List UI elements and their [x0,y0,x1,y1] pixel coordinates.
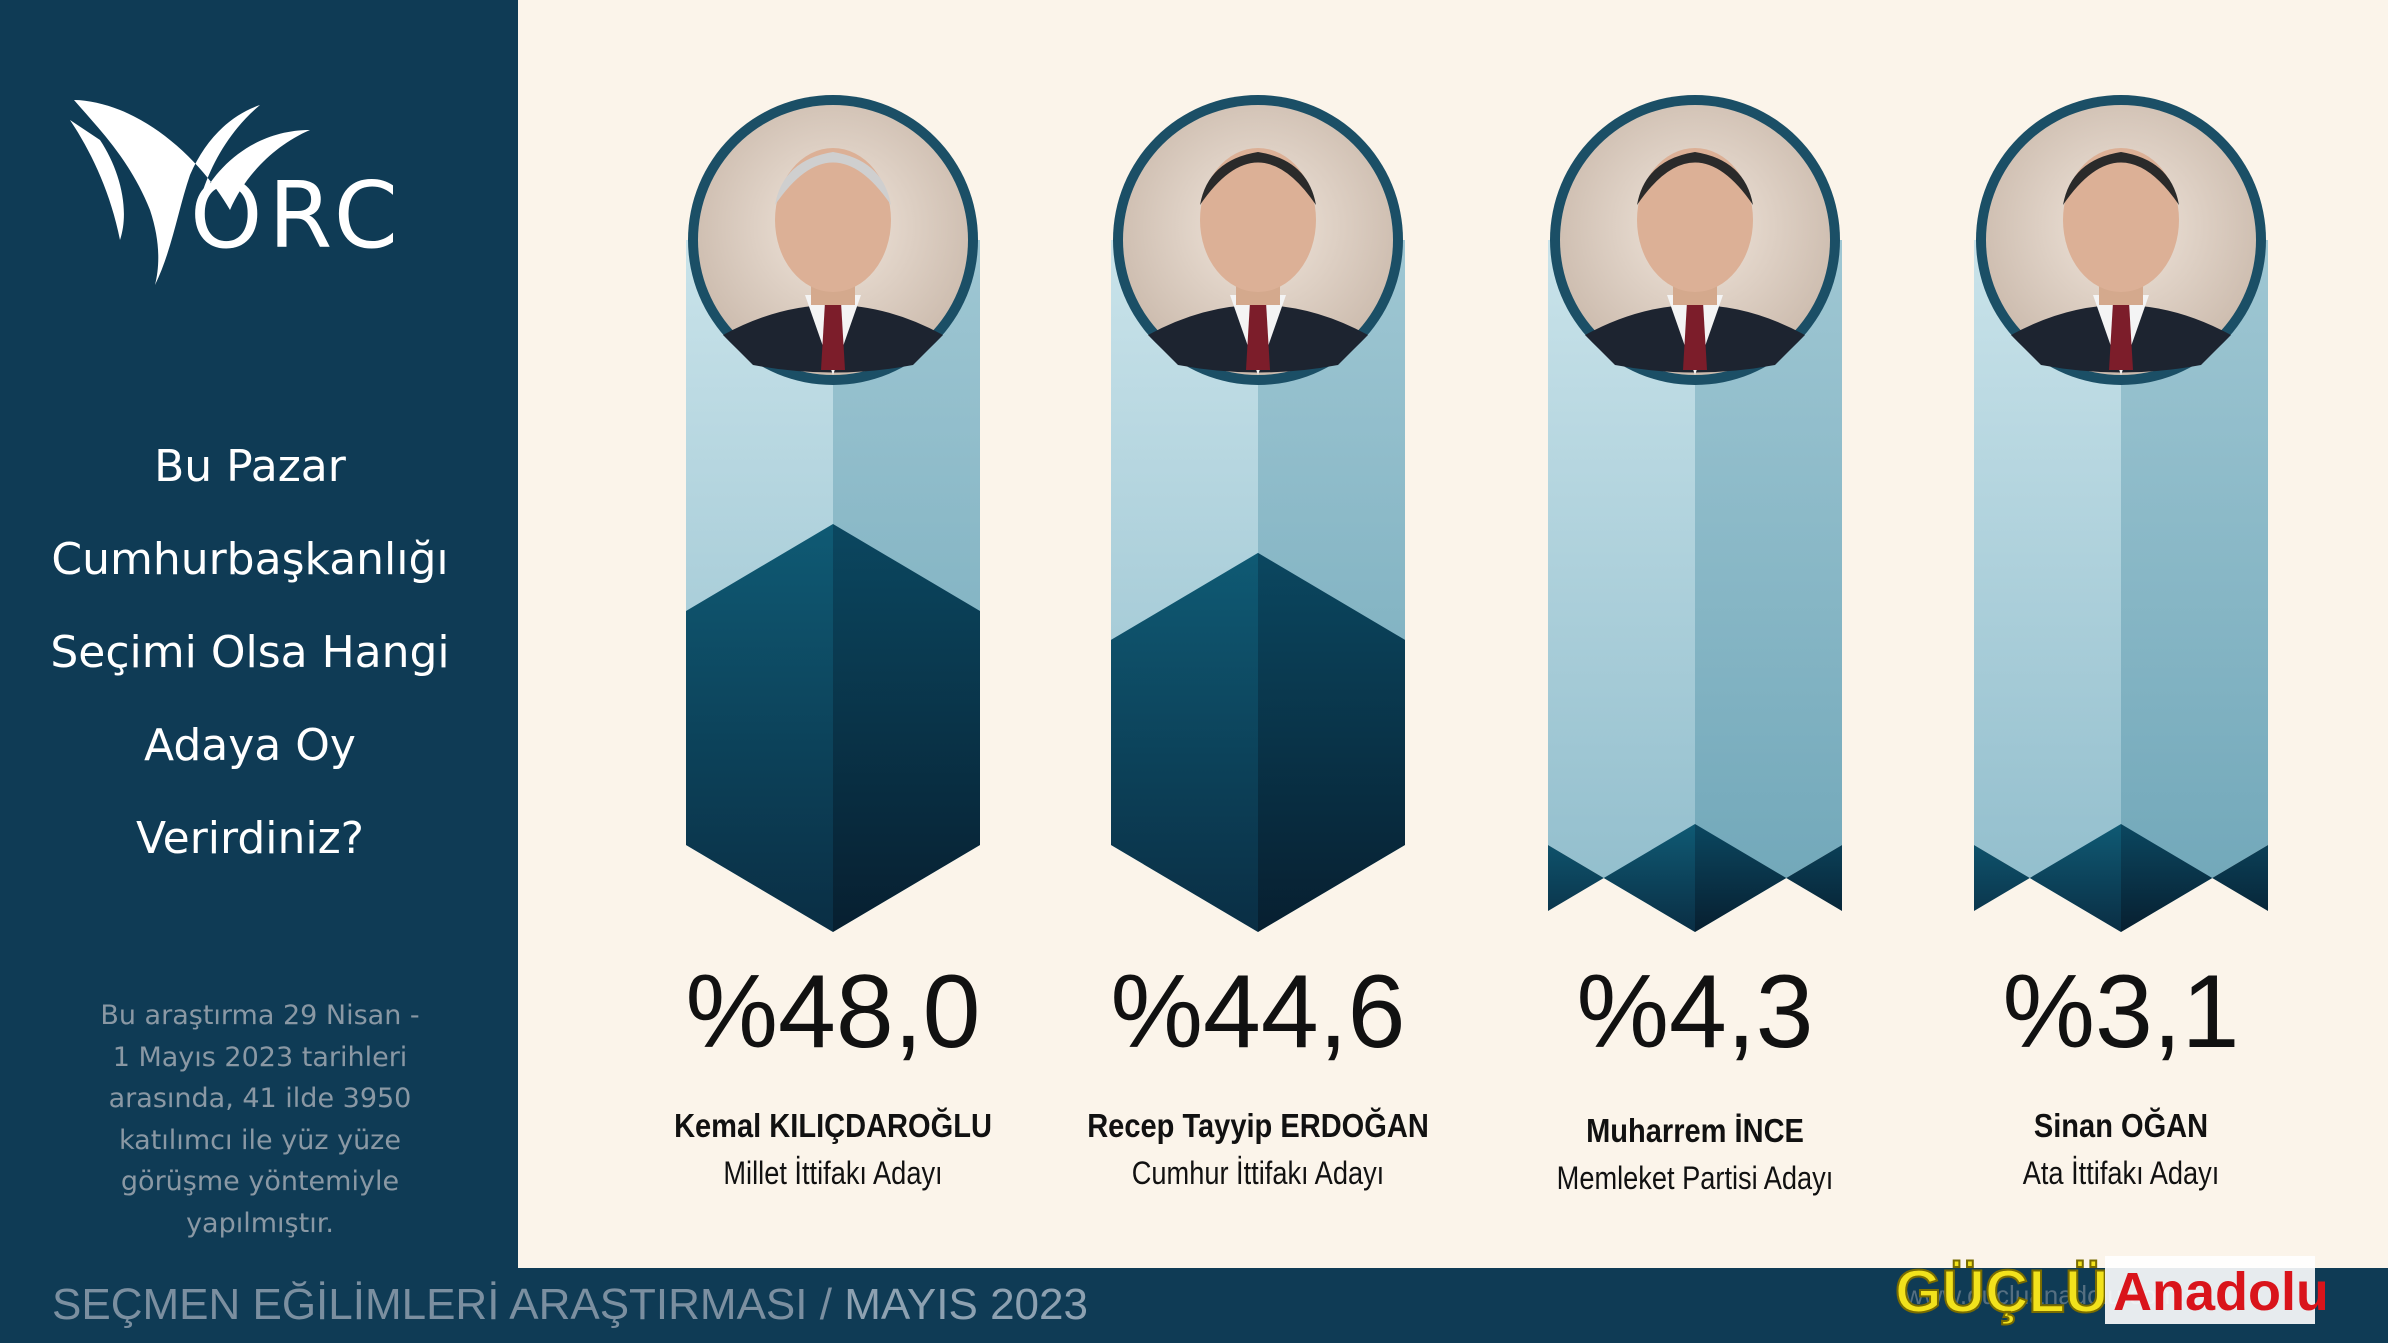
bar-group [1974,95,2268,932]
footer-bar: SEÇMEN EĞİLİMLERİ ARAŞTIRMASI / MAYIS 20… [0,1268,2388,1343]
watermark-part1: GÜÇLÜ [1895,1258,2108,1325]
candidate-photo [1976,95,2266,385]
candidate-party: Ata İttifakı Adayı [2022,1155,2220,1191]
bar-value-fill-left [1548,824,1695,932]
bar-value-fill-right [2121,824,2268,932]
candidate-name: Muharrem İNCE [1586,1112,1804,1149]
question-line: Adaya Oy [144,720,356,771]
orc-logo-icon [70,100,310,285]
bar-value-fill-right [1258,552,1405,932]
candidate-photo [1550,95,1840,385]
method-line: Bu araştırma 29 Nisan - [100,1000,420,1031]
method-line: yapılmıştır. [186,1207,334,1239]
bar-group [1548,95,1842,932]
bar-background-left [1974,240,2121,932]
gucluanadolu-watermark-logo: GÜÇLÜ Anadolu [1895,1256,2325,1326]
logo-text: ORC [190,162,404,269]
method-line: 1 Mayıs 2023 tarihleri [112,1041,408,1073]
methodology-note: Bu araştırma 29 Nisan - 1 Mayıs 2023 tar… [60,995,460,1244]
bar-value-label: %3,1 [2002,954,2240,1070]
bar-group [686,95,980,932]
method-line: katılımcı ile yüz yüze [119,1124,401,1156]
method-line: arasında, 41 ilde 3950 [108,1083,412,1114]
candidate-party: Cumhur İttifakı Adayı [1131,1155,1385,1191]
bar-value-fill-right [833,524,980,932]
bar-background-left [1548,240,1695,932]
question-line: Cumhurbaşkanlığı [51,534,449,585]
watermark-part2: Anadolu [2113,1262,2325,1322]
footer-title: SEÇMEN EĞİLİMLERİ ARAŞTIRMASI / MAYIS 20… [52,1280,1088,1330]
survey-question: Bu Pazar Cumhurbaşkanlığı Seçimi Olsa Ha… [0,420,500,885]
bar-group [1111,95,1405,932]
method-line: görüşme yöntemiyle [120,1166,400,1197]
candidate-name: Sinan OĞAN [2033,1107,2209,1144]
bar-value-fill-left [1111,552,1258,932]
candidate-photo [1113,95,1403,385]
candidate-party: Millet İttifakı Adayı [723,1155,943,1191]
question-line: Verirdiniz? [135,813,365,864]
candidate-name: Kemal KILIÇDAROĞLU [674,1107,992,1144]
candidate-name: Recep Tayyip ERDOĞAN [1087,1107,1429,1144]
candidate-photo [688,95,978,385]
bar-value-label: %4,3 [1576,954,1814,1070]
candidate-party: Memleket Partisi Adayı [1556,1160,1834,1196]
bar-value-fill-left [1974,824,2121,932]
sidebar: ORC Bu Pazar Cumhurbaşkanlığı Seçimi Ols… [0,0,518,1268]
bar-value-label: %44,6 [1110,954,1406,1070]
bar-value-label: %48,0 [685,954,981,1070]
footer-survey-title: SEÇMEN EĞİLİMLERİ ARAŞTIRMASI / [52,1280,832,1329]
bar-background-right [2121,240,2268,932]
bar-background-right [1695,240,1842,932]
question-line: Seçimi Olsa Hangi [50,627,450,678]
footer-date: MAYIS 2023 [844,1280,1088,1329]
question-line: Bu Pazar [154,441,346,492]
bar-value-fill-left [686,524,833,932]
bar-value-fill-right [1695,824,1842,932]
